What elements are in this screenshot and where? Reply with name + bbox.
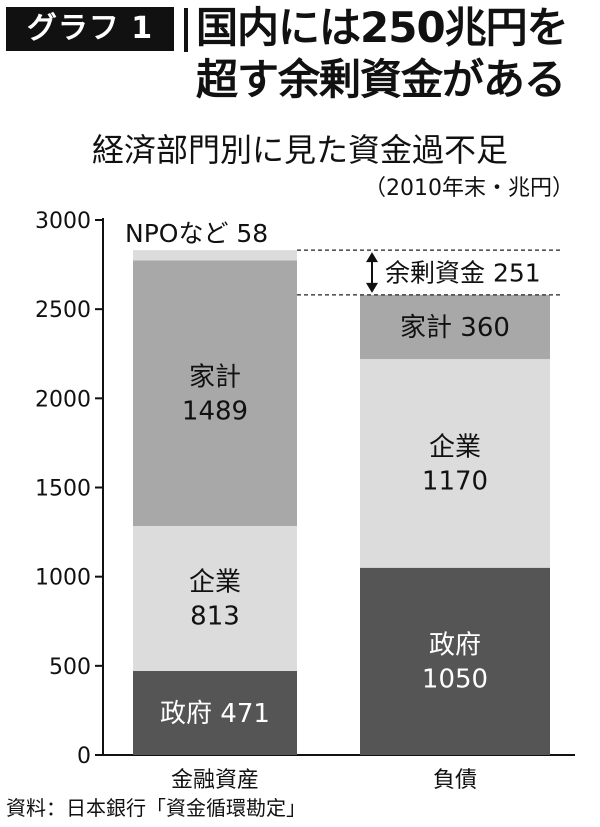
surplus-arrow-head-down [366,282,378,293]
y-tick-label: 500 [49,655,91,680]
npo-annotation: NPOなど 58 [125,219,268,248]
segment-label-line: 企業 [189,568,241,598]
headline-line-1: 国内には250兆円を [196,3,569,52]
bar-segment-家計 [133,260,297,527]
source-note: 資料：日本銀行「資金循環勘定」 [6,796,306,820]
bar-segment-政府 [133,671,297,755]
chart-unit: （2010年末・兆円） [364,176,574,201]
headline: 国内には250兆円を 超す余剰資金がある [196,2,596,106]
segment-label-line: 1489 [182,396,248,426]
segment-label-line: 1170 [422,466,488,496]
segment-label-企業: 企業 1170 [422,432,488,496]
segment-label-line: 家計 [189,362,241,392]
segment-label-企業: 企業 813 [189,568,241,632]
y-tick-label: 1000 [35,566,91,591]
bar-segment-NPO [133,250,297,261]
surplus-arrow-head-up [366,252,378,263]
y-tick-label: 2000 [35,387,91,412]
segment-label-line: 家計 360 [400,313,510,343]
graph-number-badge: グラフ 1 [6,7,174,51]
y-tick-label: 0 [77,744,91,769]
segment-label-line: 1050 [422,664,488,694]
y-tick-label: 2500 [35,298,91,323]
segment-label-政府: 政府 471 [160,699,270,729]
bar-segment-企業 [133,526,297,672]
bar-segment-家計 [360,294,550,360]
surplus-annotation: 余剰資金 251 [385,259,541,288]
category-label: 金融資産 [171,768,259,793]
segment-label-line: 813 [190,602,240,632]
bar-segment-企業 [360,359,550,568]
segment-label-line: 企業 [429,432,481,462]
chart-title: 経済部門別に見た資金過不足 [91,131,508,169]
y-tick-label: 1500 [35,477,91,502]
segment-label-line: 政府 [429,630,481,660]
headline-line-2: 超す余剰資金がある [196,55,566,104]
segment-label-政府: 政府 1050 [422,630,488,694]
bar-segment-政府 [360,567,550,755]
segment-label-家計: 家計 1489 [182,362,248,426]
y-tick-label: 3000 [35,209,91,234]
badge-divider [184,8,188,52]
segment-label-家計: 家計 360 [400,313,510,343]
category-label: 負債 [433,768,477,793]
segment-label-line: 政府 471 [160,699,270,729]
